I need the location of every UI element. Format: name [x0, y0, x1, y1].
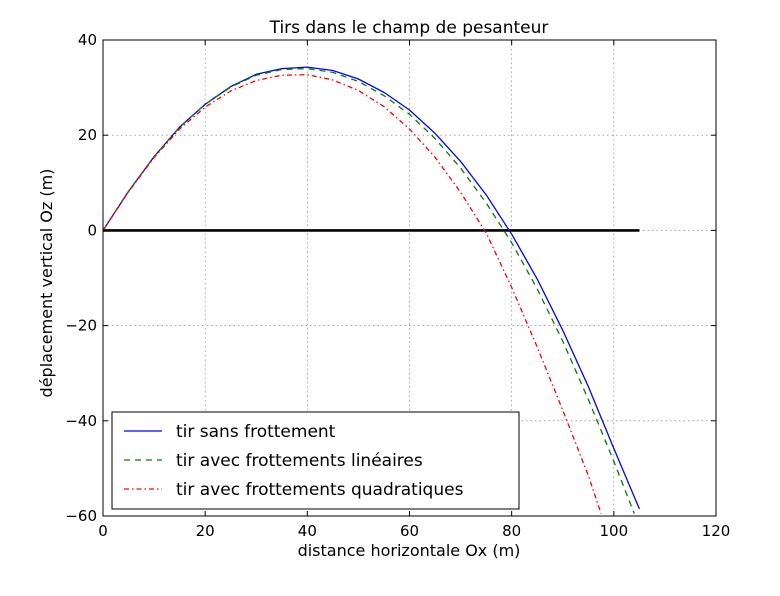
y-tick-label: 40	[78, 31, 97, 49]
series-group	[103, 66, 640, 514]
x-tick-label: 20	[196, 522, 215, 540]
legend-label: tir avec frottements quadratiques	[176, 480, 464, 500]
y-tick-label: 20	[78, 126, 97, 144]
chart-title: Tirs dans le champ de pesanteur	[269, 18, 549, 38]
legend-box	[111, 411, 520, 510]
y-axis-label: déplacement vertical Oz (m)	[37, 169, 56, 398]
y-tick-label: −40	[65, 412, 97, 430]
y-tick-label: 0	[87, 221, 97, 239]
y-tick-label: −20	[65, 317, 97, 335]
series-line-3	[103, 74, 602, 514]
x-tick-label: 60	[400, 522, 419, 540]
series-line-2	[103, 67, 635, 514]
x-tick-label: 120	[702, 522, 731, 540]
x-tick-label: 80	[502, 522, 521, 540]
legend-label: tir sans frottement	[176, 422, 336, 442]
x-tick-label: 0	[98, 522, 108, 540]
x-tick-label: 40	[298, 522, 317, 540]
legend: tir sans frottement tir avec frottements …	[111, 411, 520, 510]
x-axis-label: distance horizontale Ox (m)	[298, 541, 521, 560]
y-tick-label: −60	[65, 507, 97, 525]
legend-label: tir avec frottements linéaires	[176, 451, 423, 471]
x-tick-label: 100	[600, 522, 629, 540]
